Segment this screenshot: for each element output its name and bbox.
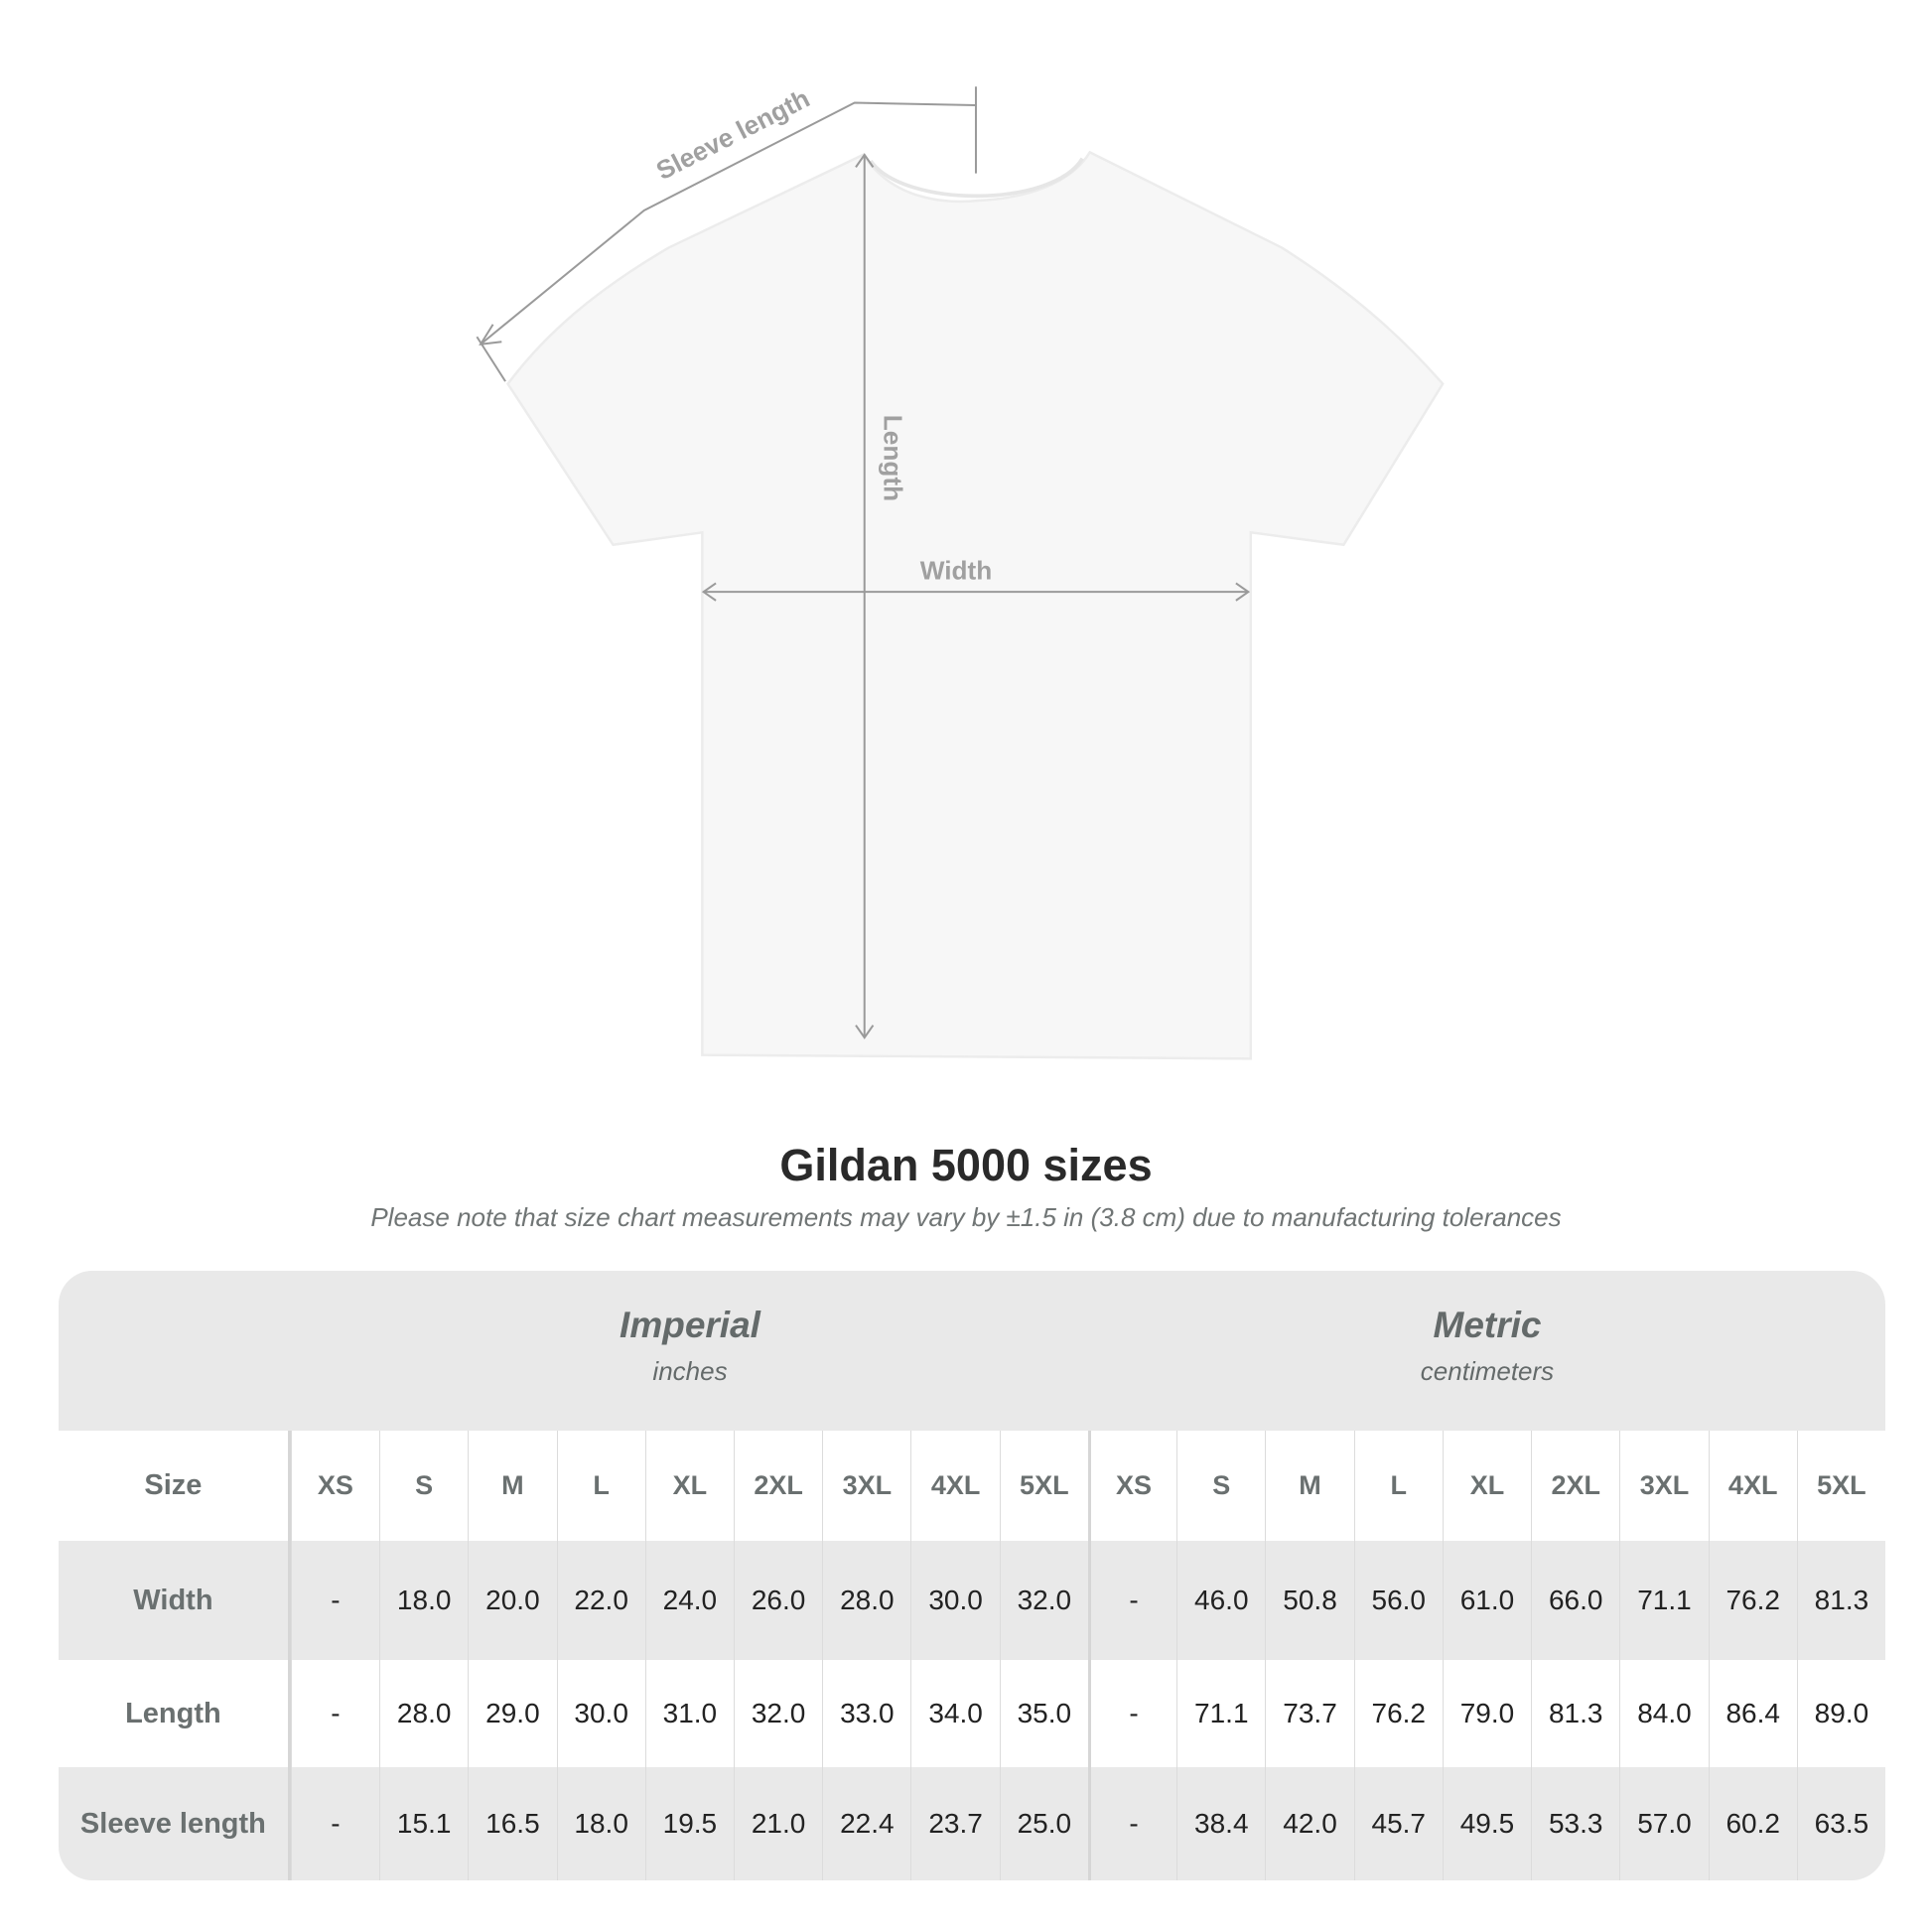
imperial-cell: 34.0 [910, 1660, 999, 1767]
sleeve-measure-line [476, 86, 977, 382]
size-header: XL [644, 1431, 734, 1541]
width-measure-line [701, 582, 1251, 602]
size-header: XS [1087, 1431, 1176, 1541]
size-header: 5XL [999, 1431, 1088, 1541]
imperial-header: Imperial inches [291, 1271, 1089, 1431]
length-label: Length [879, 415, 908, 501]
metric-cell: 38.4 [1176, 1767, 1265, 1880]
size-header: 3XL [1619, 1431, 1708, 1541]
metric-cell: 50.8 [1265, 1541, 1353, 1660]
size-header: 2XL [1531, 1431, 1619, 1541]
imperial-cell: 33.0 [822, 1660, 910, 1767]
metric-cell: 61.0 [1442, 1541, 1531, 1660]
row-label: Size [59, 1431, 291, 1541]
imperial-cell: 20.0 [468, 1541, 556, 1660]
imperial-cell: 35.0 [999, 1660, 1088, 1767]
metric-cell: 73.7 [1265, 1660, 1353, 1767]
imperial-cell: 18.0 [379, 1541, 468, 1660]
chart-title: Gildan 5000 sizes [779, 1140, 1153, 1190]
imperial-cell: 21.0 [734, 1767, 822, 1880]
width-label: Width [920, 556, 992, 586]
size-header-row: Size XS S M L XL 2XL 3XL 4XL 5XL XS S M L XL 2XL 3XL 4XL 5… [59, 1431, 1885, 1541]
metric-cell: 71.1 [1176, 1660, 1265, 1767]
imperial-cell: 30.0 [910, 1541, 999, 1660]
metric-header: Metric centimeters [1089, 1271, 1885, 1431]
size-header: S [1176, 1431, 1265, 1541]
metric-cell: 56.0 [1353, 1541, 1443, 1660]
imperial-cell: 22.4 [822, 1767, 910, 1880]
size-header: S [379, 1431, 468, 1541]
row-label: Sleeve length [59, 1767, 291, 1880]
table-row: Sleeve length -15.1 16.5 18.0 19.5 21.0 22.4 23… [59, 1767, 1885, 1880]
imperial-cell: 23.7 [910, 1767, 999, 1880]
imperial-cell: 18.0 [556, 1767, 645, 1880]
tshirt-diagram: Sleeve length Length Width [476, 83, 1445, 1060]
metric-cell: 42.0 [1265, 1767, 1353, 1880]
metric-cell: 46.0 [1176, 1541, 1265, 1660]
size-header: L [556, 1431, 645, 1541]
metric-cell: 79.0 [1442, 1660, 1531, 1767]
size-header: 4XL [1708, 1431, 1797, 1541]
metric-cell: 45.7 [1353, 1767, 1443, 1880]
metric-unit: centimeters [1420, 1356, 1555, 1386]
size-header: M [1265, 1431, 1353, 1541]
size-table: Imperial inches Metric centimeters Size X… [59, 1271, 1885, 1880]
metric-cell: - [1087, 1767, 1176, 1880]
size-header: XL [1442, 1431, 1531, 1541]
table-row: Width -18.0 20.0 22.0 24.0 26.0 28.0 30.0 32.0-4… [59, 1541, 1885, 1660]
imperial-cell: - [290, 1660, 379, 1767]
imperial-cell: 28.0 [822, 1541, 910, 1660]
length-measure-line [855, 153, 875, 1039]
imperial-cell: 29.0 [468, 1660, 556, 1767]
size-header: 5XL [1796, 1431, 1885, 1541]
imperial-cell: 32.0 [734, 1660, 822, 1767]
imperial-cell: - [290, 1767, 379, 1880]
metric-cell: 49.5 [1442, 1767, 1531, 1880]
metric-title: Metric [1433, 1305, 1542, 1345]
size-header: 3XL [822, 1431, 910, 1541]
imperial-cell: 26.0 [734, 1541, 822, 1660]
metric-cell: - [1087, 1541, 1176, 1660]
metric-cell: 81.3 [1531, 1660, 1619, 1767]
metric-cell: - [1087, 1660, 1176, 1767]
size-header: L [1353, 1431, 1443, 1541]
tshirt-shape [506, 150, 1445, 1060]
row-label: Width [59, 1541, 291, 1660]
imperial-cell: 24.0 [644, 1541, 734, 1660]
row-label: Length [59, 1660, 291, 1767]
imperial-cell: 22.0 [556, 1541, 645, 1660]
imperial-cell: - [290, 1541, 379, 1660]
imperial-cell: 25.0 [999, 1767, 1088, 1880]
metric-cell: 66.0 [1531, 1541, 1619, 1660]
metric-cell: 63.5 [1796, 1767, 1885, 1880]
tolerance-note: Please note that size chart measurements… [370, 1202, 1562, 1232]
imperial-cell: 32.0 [999, 1541, 1088, 1660]
imperial-cell: 15.1 [379, 1767, 468, 1880]
size-header: 4XL [910, 1431, 999, 1541]
imperial-unit: inches [652, 1356, 728, 1386]
imperial-cell: 31.0 [644, 1660, 734, 1767]
metric-cell: 53.3 [1531, 1767, 1619, 1880]
table-row: Length -28.0 29.0 30.0 31.0 32.0 33.0 34.0 35.0-… [59, 1660, 1885, 1767]
imperial-cell: 30.0 [556, 1660, 645, 1767]
metric-cell: 71.1 [1619, 1541, 1708, 1660]
metric-cell: 89.0 [1796, 1660, 1885, 1767]
metric-cell: 60.2 [1708, 1767, 1797, 1880]
metric-cell: 84.0 [1619, 1660, 1708, 1767]
metric-cell: 76.2 [1708, 1541, 1797, 1660]
size-header: 2XL [734, 1431, 822, 1541]
imperial-cell: 16.5 [468, 1767, 556, 1880]
metric-cell: 86.4 [1708, 1660, 1797, 1767]
sleeve-length-label: Sleeve length [651, 83, 814, 186]
imperial-title: Imperial [620, 1305, 760, 1345]
size-header: M [468, 1431, 556, 1541]
imperial-cell: 28.0 [379, 1660, 468, 1767]
metric-cell: 81.3 [1796, 1541, 1885, 1660]
collar [869, 157, 1084, 199]
metric-cell: 57.0 [1619, 1767, 1708, 1880]
size-header: XS [290, 1431, 379, 1541]
metric-cell: 76.2 [1353, 1660, 1443, 1767]
imperial-cell: 19.5 [644, 1767, 734, 1880]
